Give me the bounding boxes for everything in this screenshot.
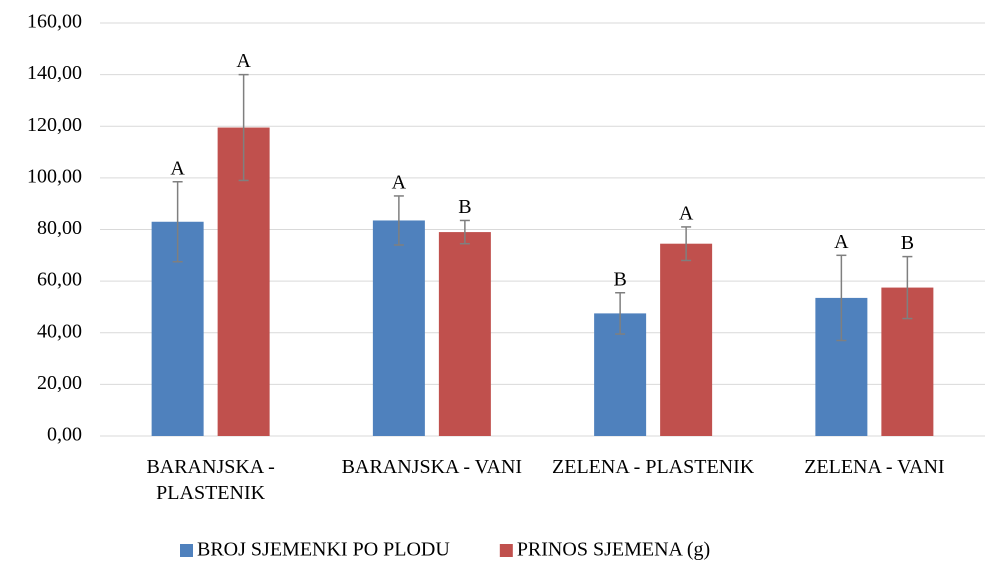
legend-swatch	[499, 544, 513, 557]
legend-swatch	[180, 544, 193, 557]
bar	[660, 243, 713, 436]
y-tick-label: 60,00	[37, 269, 82, 291]
y-tick-label: 40,00	[37, 320, 82, 342]
significance-letter: A	[236, 50, 251, 72]
significance-letter: A	[392, 172, 407, 194]
x-tick-label: ZELENA - VANI	[804, 456, 945, 478]
significance-letter: A	[170, 157, 185, 179]
significance-letter: B	[458, 196, 471, 218]
x-tick-label: BARANJSKA - PLASTENIK	[146, 456, 275, 504]
y-tick-label: 100,00	[27, 165, 82, 187]
y-tick-label: 120,00	[27, 114, 82, 136]
significance-letter: A	[679, 203, 694, 225]
significance-letter: A	[834, 231, 849, 253]
y-tick-label: 0,00	[47, 424, 82, 446]
y-tick-label: 20,00	[37, 372, 82, 394]
significance-letter: B	[613, 268, 626, 290]
x-tick-label: BARANJSKA - VANI	[341, 456, 523, 478]
bar	[372, 220, 425, 436]
x-tick-label: ZELENA - PLASTENIK	[552, 456, 755, 478]
bar	[438, 232, 491, 436]
y-tick-label: 80,00	[37, 217, 82, 239]
significance-letter: B	[901, 232, 914, 254]
legend-label: BROJ SJEMENKI PO PLODU	[197, 539, 450, 561]
y-tick-label: 140,00	[27, 62, 82, 84]
y-tick-label: 160,00	[27, 11, 82, 33]
legend-label: PRINOS SJEMENA (g)	[517, 539, 710, 561]
